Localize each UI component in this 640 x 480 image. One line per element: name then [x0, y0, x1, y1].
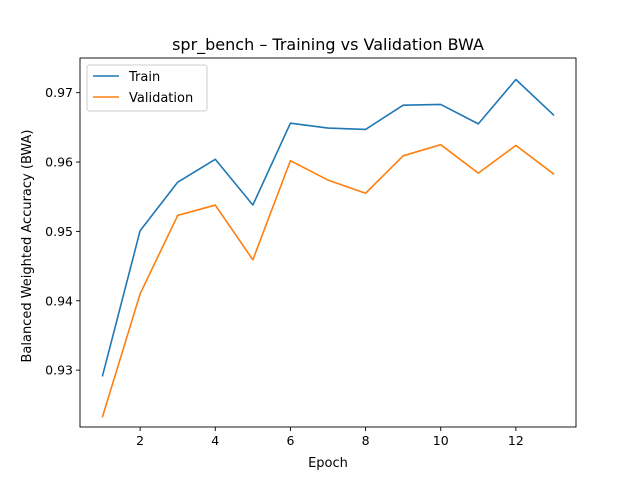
series-line-validation [101, 143, 555, 418]
legend-label-validation: Validation [129, 91, 193, 106]
x-tick-label: 4 [211, 433, 219, 448]
y-tick-label: 0.96 [45, 155, 73, 170]
x-tick-label: 10 [433, 433, 449, 448]
y-tick-label: 0.93 [45, 363, 73, 378]
axes-frame [79, 57, 577, 428]
x-tick-label: 2 [136, 433, 144, 448]
y-tick-label: 0.97 [45, 85, 73, 100]
legend-label-train: Train [128, 70, 160, 85]
plot-area: 2 4 6 8 10 12 0.93 0.94 0.95 0.96 0.97 Train Validat… [45, 57, 577, 448]
y-tick-label: 0.94 [45, 293, 73, 308]
x-tick-label: 6 [286, 433, 294, 448]
x-tick-label: 8 [362, 433, 370, 448]
chart-title: spr_bench – Training vs Validation BWA [172, 35, 484, 55]
y-tick-label: 0.95 [45, 224, 73, 239]
x-tick-label: 12 [508, 433, 524, 448]
x-axis-label: Epoch [308, 456, 348, 471]
series-line-train [101, 78, 555, 377]
y-axis-label: Balanced Weighted Accuracy (BWA) [20, 129, 35, 362]
